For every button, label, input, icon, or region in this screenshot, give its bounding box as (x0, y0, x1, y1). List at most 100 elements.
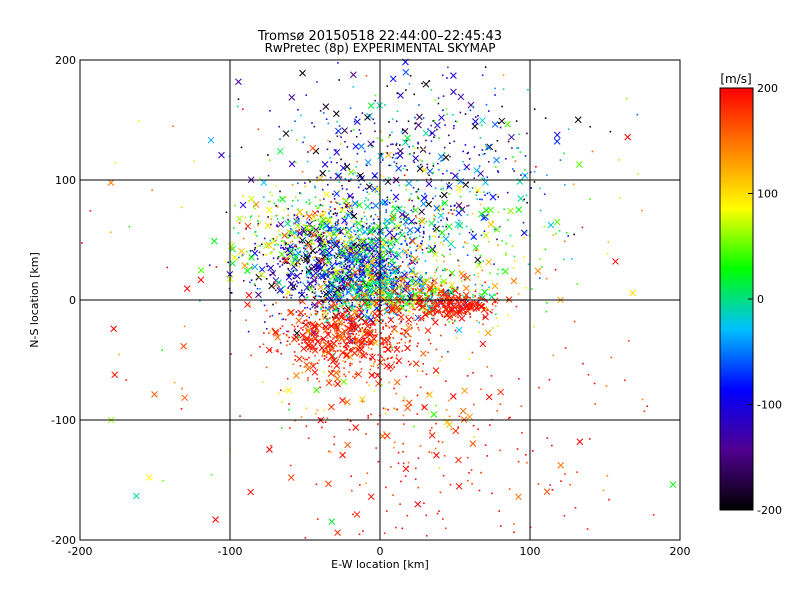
data-point-dot (341, 244, 344, 247)
data-point-x-marker (434, 307, 442, 315)
data-point-dot (382, 309, 385, 311)
data-point-dot (402, 414, 405, 417)
data-point-dot (210, 473, 213, 476)
data-point-dot (415, 237, 418, 239)
data-point-dot (310, 252, 313, 254)
data-point-dot (398, 307, 401, 310)
data-point-dot (324, 297, 326, 300)
data-point-dot (323, 259, 326, 261)
data-point-x-marker (288, 160, 296, 168)
data-point-dot (563, 240, 566, 243)
data-point-dot (398, 221, 401, 224)
data-point-dot (382, 175, 385, 178)
data-point-x-marker (409, 238, 417, 245)
data-point-dot (436, 304, 439, 306)
data-point-dot (287, 208, 290, 210)
data-point-dot (336, 233, 339, 236)
data-point-dot (292, 288, 295, 291)
data-point-dot (560, 480, 562, 482)
data-point-dot (400, 319, 403, 321)
data-point-dot (325, 235, 328, 237)
data-point-dot (400, 221, 402, 223)
data-point-x-marker (367, 140, 375, 148)
data-point-dot (266, 265, 268, 268)
data-point-dot (363, 297, 365, 300)
data-point-dot (330, 365, 333, 368)
data-point-dot (396, 408, 398, 411)
data-point-dot (439, 297, 441, 299)
data-point-dot (390, 357, 392, 360)
data-point-dot (539, 258, 542, 260)
data-point-dot (333, 254, 336, 257)
data-point-dot (451, 301, 454, 304)
data-point-dot (286, 262, 288, 265)
data-point-dot (292, 246, 294, 249)
data-point-x-marker (374, 312, 381, 320)
data-point-dot (270, 218, 272, 221)
data-point-x-marker (412, 155, 420, 162)
data-point-dot (383, 240, 386, 242)
data-point-dot (259, 345, 261, 348)
data-point-dot (414, 215, 417, 217)
data-point-dot (371, 353, 374, 356)
data-point-dot (319, 215, 322, 218)
data-point-dot (321, 188, 324, 191)
data-point-dot (442, 289, 445, 291)
data-point-x-marker (440, 191, 448, 199)
data-point-dot (442, 297, 445, 300)
data-point-dot (335, 224, 337, 227)
data-point-dot (309, 350, 312, 353)
data-point-x-marker (398, 211, 406, 218)
data-point-dot (289, 241, 292, 244)
data-point-dot (282, 296, 285, 299)
data-point-dot (351, 252, 353, 255)
data-point-dot (346, 316, 349, 318)
data-point-dot (386, 196, 389, 199)
data-point-dot (345, 325, 347, 328)
data-point-dot (432, 314, 435, 317)
data-point-dot (389, 164, 392, 167)
data-point-dot (128, 225, 131, 228)
data-point-x-marker (450, 88, 457, 96)
data-point-dot (440, 219, 442, 222)
data-point-dot (531, 288, 533, 290)
data-point-dot (370, 297, 372, 299)
data-point-dot (371, 276, 374, 279)
data-point-dot (404, 341, 407, 344)
data-point-dot (270, 349, 272, 351)
data-point-x-marker (348, 304, 356, 312)
colorbar-tick-label: 100 (757, 188, 778, 201)
data-point-dot (442, 225, 444, 228)
data-point-dot (392, 268, 395, 271)
data-point-dot (371, 271, 373, 274)
data-point-dot (361, 244, 364, 247)
data-point-dot (439, 275, 442, 278)
data-point-dot (397, 206, 400, 209)
data-point-dot (373, 317, 376, 320)
data-point-dot (408, 341, 411, 343)
data-point-dot (499, 126, 502, 129)
data-point-dot (345, 188, 348, 191)
data-point-dot (308, 235, 311, 237)
data-point-dot (299, 235, 301, 238)
data-point-x-marker (350, 212, 358, 220)
data-point-dot (410, 296, 413, 299)
colorbar-label: [m/s] (720, 72, 751, 86)
data-point-dot (582, 362, 584, 365)
data-point-dot (412, 145, 414, 147)
data-point-dot (338, 253, 341, 255)
data-point-dot (336, 161, 338, 164)
data-point-dot (416, 369, 419, 372)
data-point-dot (437, 294, 439, 297)
data-point-dot (322, 315, 324, 318)
data-point-dot (336, 234, 338, 237)
data-point-dot (311, 122, 313, 124)
data-point-dot (457, 426, 460, 428)
data-point-dot (403, 235, 406, 238)
data-point-dot (321, 355, 324, 357)
data-point-x-marker (345, 288, 352, 296)
data-point-dot (443, 290, 446, 293)
data-point-dot (365, 311, 368, 314)
data-point-dot (394, 313, 397, 316)
data-point-dot (509, 416, 511, 419)
